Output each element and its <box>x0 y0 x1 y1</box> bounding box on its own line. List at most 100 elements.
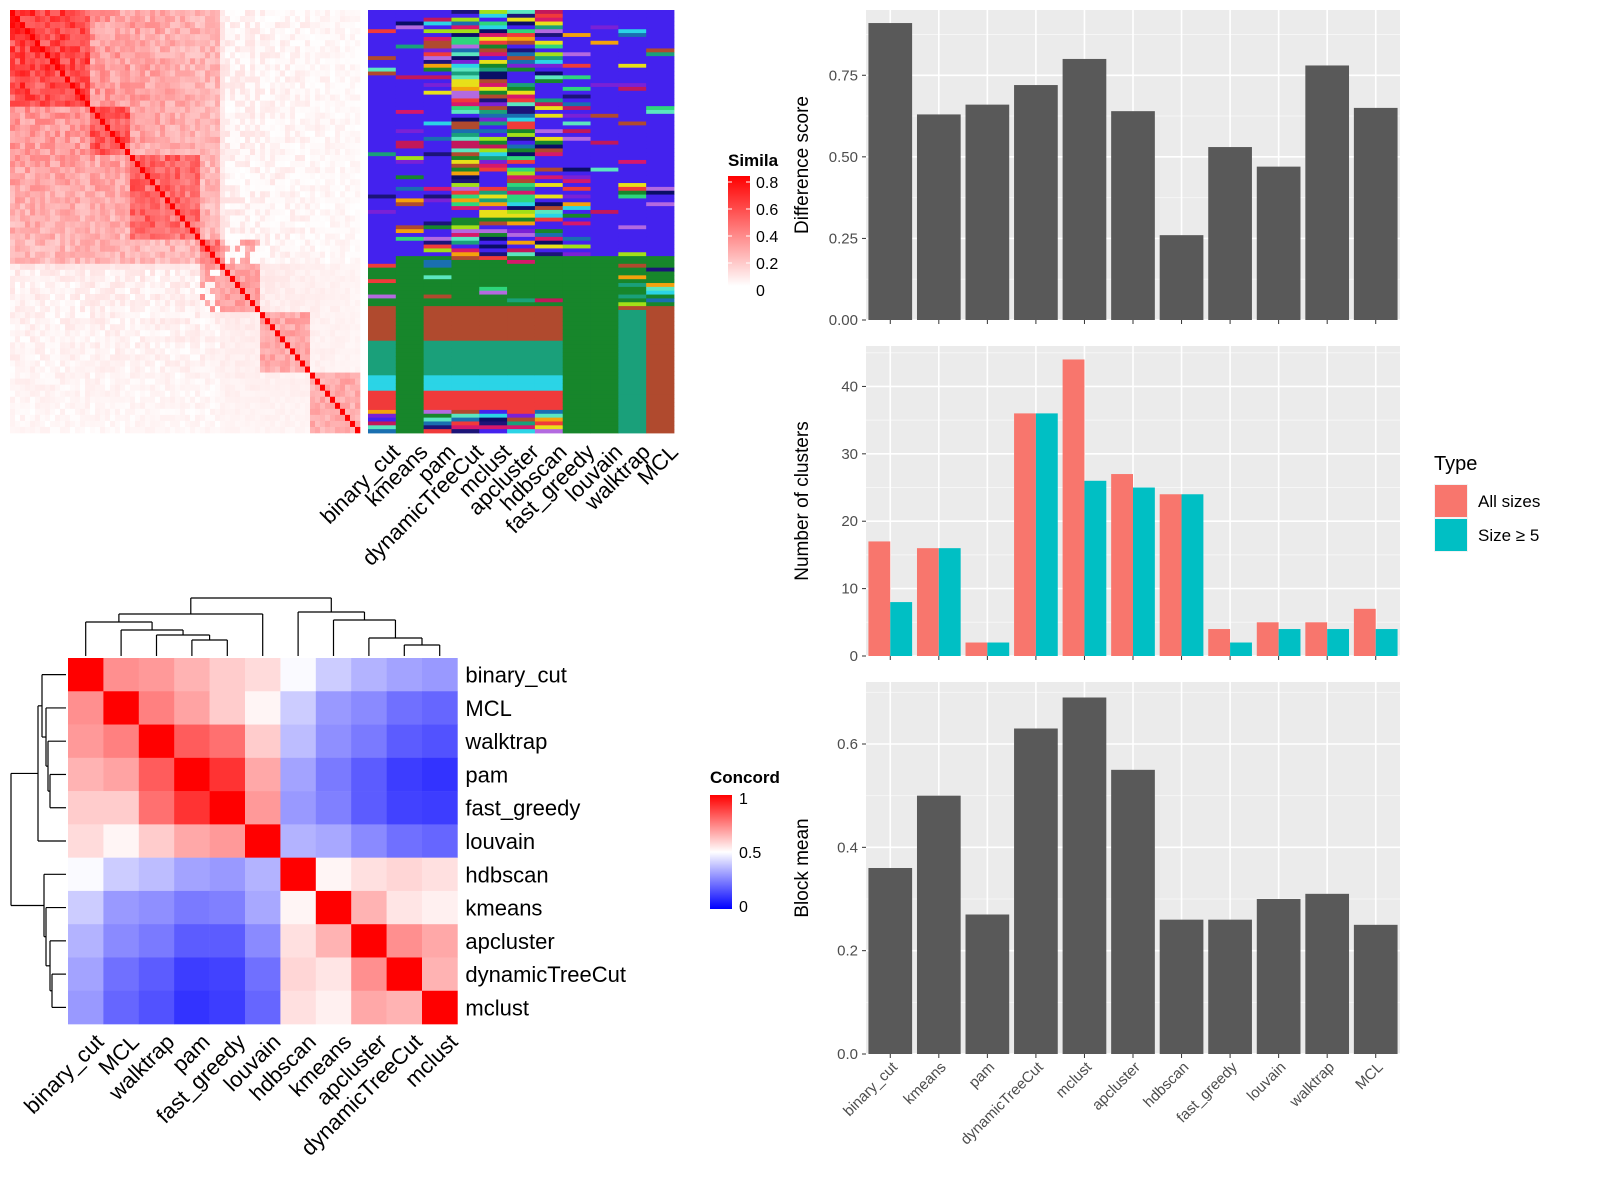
heatmap-cell <box>120 294 126 301</box>
heatmap-cell <box>220 58 226 65</box>
heatmap-cell <box>245 294 251 301</box>
heatmap-cell <box>205 312 211 319</box>
heatmap-cell <box>315 142 321 150</box>
heatmap-cell <box>250 420 256 428</box>
heatmap-cell <box>330 330 336 337</box>
heatmap-cell <box>65 167 71 174</box>
heatmap-cell <box>140 203 146 210</box>
heatmap-cell <box>350 342 356 349</box>
heatmap-cell <box>25 40 31 47</box>
heatmap-cell <box>85 64 91 71</box>
heatmap-cell <box>320 28 326 35</box>
heatmap-cell <box>150 70 156 77</box>
heatmap-cell <box>150 330 156 337</box>
heatmap-cell <box>205 215 211 222</box>
heatmap-cell <box>285 324 291 331</box>
heatmap-cell <box>55 40 61 47</box>
heatmap-cell <box>45 185 51 192</box>
heatmap-cell <box>105 227 111 234</box>
heatmap-cell <box>170 221 176 228</box>
heatmap-cell <box>85 227 91 234</box>
heatmap-cell <box>240 348 246 355</box>
heatmap-cell <box>175 100 181 107</box>
heatmap-cell <box>155 10 161 17</box>
heatmap-cell <box>115 378 121 385</box>
heatmap-cell <box>310 197 316 204</box>
heatmap-cell <box>250 112 256 120</box>
heatmap-cell <box>305 124 311 132</box>
heatmap-cell <box>315 88 321 95</box>
heatmap-cell <box>105 420 111 428</box>
heatmap-cell <box>345 300 351 307</box>
heatmap-cell <box>50 366 56 373</box>
heatmap-cell <box>260 233 266 240</box>
heatmap-cell <box>135 197 141 204</box>
heatmap-cell <box>240 396 246 404</box>
heatmap-cell <box>255 306 261 313</box>
heatmap-cell <box>265 366 271 373</box>
heatmap-cell <box>185 70 191 77</box>
heatmap-cell <box>245 76 251 83</box>
heatmap-cell <box>120 300 126 307</box>
heatmap-cell <box>285 148 291 156</box>
heatmap-cell <box>240 384 246 391</box>
heatmap-cell <box>195 378 201 385</box>
heatmap-cell <box>65 58 71 65</box>
heatmap-cell <box>185 227 191 234</box>
heatmap-cell <box>100 366 106 373</box>
heatmap-cell <box>95 348 101 355</box>
heatmap-cell <box>200 318 206 325</box>
heatmap-cell <box>55 52 61 59</box>
heatmap-cell <box>50 378 56 385</box>
heatmap-cell <box>270 88 276 95</box>
heatmap-cell <box>30 402 36 410</box>
heatmap-cell <box>330 366 336 373</box>
heatmap-cell <box>105 52 111 59</box>
heatmap-cell <box>290 245 296 253</box>
heatmap-cell <box>320 390 326 398</box>
heatmap-cell <box>175 58 181 65</box>
heatmap-cell <box>300 312 306 319</box>
heatmap-cell <box>55 251 61 259</box>
heatmap-cell <box>100 251 106 259</box>
heatmap-cell <box>355 294 361 301</box>
heatmap-cell <box>70 179 76 186</box>
heatmap-cell <box>100 22 106 29</box>
heatmap-cell <box>345 294 351 301</box>
heatmap-cell <box>345 179 351 186</box>
heatmap-cell <box>145 167 151 174</box>
heatmap-cell <box>330 372 336 379</box>
heatmap-cell <box>10 372 16 379</box>
heatmap-cell <box>305 46 311 53</box>
heatmap-cell <box>350 354 356 361</box>
heatmap-cell <box>85 384 91 391</box>
heatmap-cell <box>335 155 341 162</box>
heatmap-cell <box>330 312 336 319</box>
heatmap-cell <box>185 161 191 168</box>
heatmap-cell <box>220 221 226 228</box>
heatmap-cell <box>345 82 351 89</box>
heatmap-cell <box>270 384 276 391</box>
heatmap-cell <box>200 64 206 71</box>
heatmap-cell <box>140 106 146 114</box>
heatmap-cell <box>160 402 166 410</box>
heatmap-cell <box>20 269 26 277</box>
heatmap-cell <box>215 396 221 404</box>
heatmap-cell <box>350 94 356 101</box>
heatmap-cell <box>270 257 276 265</box>
heatmap-cell <box>90 88 96 95</box>
heatmap-cell <box>80 221 86 228</box>
heatmap-cell <box>220 420 226 428</box>
heatmap-cell <box>330 16 336 23</box>
heatmap-cell <box>260 142 266 150</box>
heatmap-cell <box>270 221 276 228</box>
heatmap-cell <box>20 94 26 101</box>
heatmap-cell <box>280 245 286 253</box>
heatmap-cell <box>210 215 216 222</box>
heatmap-cell <box>175 269 181 277</box>
heatmap-cell <box>285 167 291 174</box>
heatmap-cell <box>250 34 256 41</box>
heatmap-cell <box>40 426 46 434</box>
heatmap-cell <box>300 269 306 277</box>
heatmap-cell <box>345 76 351 83</box>
